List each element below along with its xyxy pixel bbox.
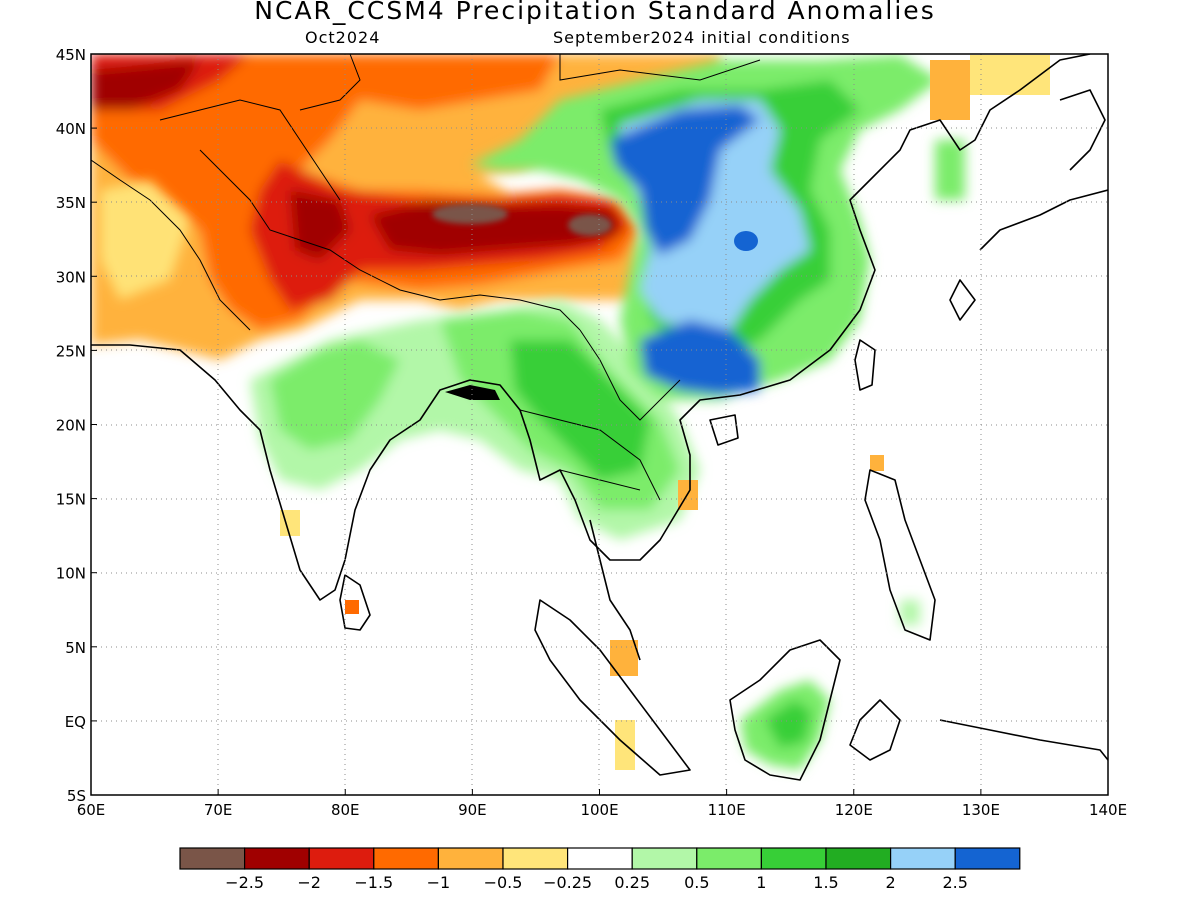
lon-tick-label: 70E: [204, 801, 233, 819]
colorbar-label: 0.25: [614, 873, 650, 892]
dry-extreme-east: [568, 214, 612, 236]
lat-tick-label: 15N: [56, 491, 86, 509]
delta-coastline: [445, 385, 500, 400]
colorbar-label: −2.5: [225, 873, 264, 892]
colorbar-swatch: [696, 847, 762, 870]
colorbar-swatch: [373, 847, 439, 870]
wet-spot-mindanao: [900, 600, 920, 625]
colorbar-swatch: [631, 847, 698, 870]
wet-zone-india: [270, 340, 400, 450]
lat-axis: 45N 40N 35N 30N 25N 20N 15N 10N 5N EQ 5S: [56, 46, 97, 805]
colorbar-label: 1: [756, 873, 766, 892]
lon-tick-label: 100E: [580, 801, 618, 819]
colorbar-swatch: [760, 847, 827, 870]
initial-conditions: September2024 initial conditions: [553, 28, 851, 47]
lat-tick-label: 40N: [56, 120, 86, 138]
lat-tick-label: EQ: [65, 713, 86, 731]
lon-tick-label: 60E: [77, 801, 106, 819]
colorbar-label: 1.5: [813, 873, 838, 892]
lon-tick-label: 140E: [1089, 801, 1127, 819]
colorbar-label: −1: [427, 873, 451, 892]
country-borders: [91, 54, 761, 501]
lon-tick-label: 120E: [835, 801, 873, 819]
colorbar-swatch: [437, 847, 504, 870]
wet-zone-indochina: [510, 340, 650, 480]
lon-tick-label: 110E: [708, 801, 746, 819]
dry-cells-scattered: [280, 55, 1050, 770]
colorbar-label: 0.5: [684, 873, 709, 892]
colorbar-label: 2: [886, 873, 896, 892]
colorbar-swatch: [825, 847, 892, 870]
colorbar-swatch: [502, 847, 569, 870]
colorbar-label: 2.5: [942, 873, 967, 892]
lat-tick-label: 20N: [56, 417, 86, 435]
anomaly-field: [91, 54, 1108, 795]
colorbar-swatch: [308, 847, 375, 870]
lon-tick-label: 80E: [331, 801, 360, 819]
lat-tick-label: 25N: [56, 342, 86, 360]
gridlines: [91, 54, 1108, 795]
map-title: NCAR_CCSM4 Precipitation Standard Anomal…: [254, 0, 936, 25]
dry-extreme-tibet: [432, 204, 508, 224]
coastlines: [91, 54, 1108, 781]
colorbar-label: −0.25: [543, 873, 592, 892]
colorbar-swatch: [566, 847, 633, 870]
wet-zone-china-dark-blue-north: [610, 105, 760, 255]
lon-tick-label: 130E: [962, 801, 1000, 819]
dry-fringe-west: [100, 180, 190, 300]
lat-tick-label: 35N: [56, 194, 86, 212]
lat-tick-label: 30N: [56, 268, 86, 286]
colorbar-label: −2: [297, 873, 321, 892]
wet-zone-borneo-strong: [765, 700, 812, 748]
lat-tick-label: 5N: [65, 639, 86, 657]
lat-tick-label: 10N: [56, 565, 86, 583]
lon-axis: 60E 70E 80E 90E 100E 110E 120E 130E 140E: [77, 789, 1127, 819]
colorbar: −2.5 −2 −1.5 −1 −0.5 −0.25 0.25 0.5 1 1.5 2 2.5: [179, 847, 1021, 892]
colorbar-label: −0.5: [484, 873, 523, 892]
colorbar-label: −1.5: [354, 873, 393, 892]
lat-tick-label: 45N: [56, 46, 86, 64]
colorbar-swatch: [954, 847, 1021, 870]
colorbar-swatch: [244, 847, 310, 870]
wet-zone-china-dark-blue-south: [640, 320, 760, 395]
forecast-month: Oct2024: [305, 28, 381, 47]
colorbar-swatch: [889, 847, 956, 870]
lat-tick-label: 5S: [67, 787, 86, 805]
lon-tick-label: 90E: [458, 801, 487, 819]
wet-spot-center: [734, 231, 758, 251]
colorbar-swatch: [179, 847, 246, 870]
